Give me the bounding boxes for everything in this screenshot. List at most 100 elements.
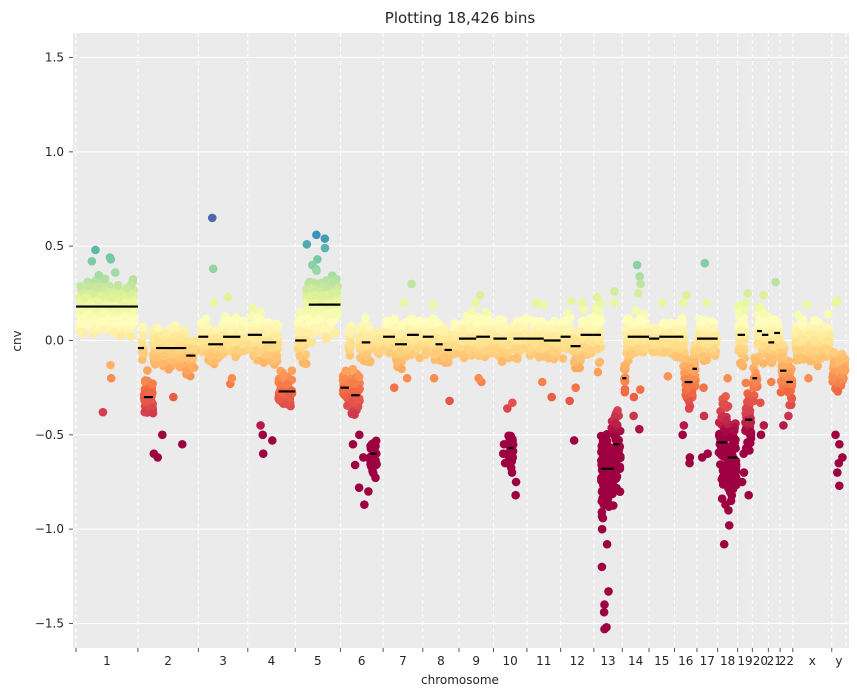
data-point <box>679 326 688 335</box>
data-point <box>127 332 136 341</box>
data-point <box>620 361 629 370</box>
data-point <box>777 377 786 386</box>
data-point <box>396 339 405 348</box>
data-point <box>369 469 378 478</box>
data-point <box>476 291 485 300</box>
data-point <box>756 398 765 407</box>
data-point <box>730 426 739 435</box>
data-point <box>151 353 160 362</box>
data-point <box>395 347 404 356</box>
data-point <box>197 327 206 336</box>
data-point <box>598 525 607 534</box>
data-point <box>499 449 508 458</box>
data-point <box>329 277 338 286</box>
data-point <box>429 300 438 309</box>
data-point <box>139 349 148 358</box>
data-point <box>598 563 607 572</box>
data-point <box>742 404 751 413</box>
data-point <box>721 428 730 437</box>
data-point <box>738 478 747 487</box>
data-point <box>403 374 412 383</box>
data-point <box>506 432 515 441</box>
data-point <box>84 320 93 329</box>
data-point <box>167 339 176 348</box>
data-point <box>824 336 833 345</box>
data-point <box>798 335 807 344</box>
data-point <box>345 326 354 335</box>
data-point <box>210 298 219 307</box>
data-point <box>309 306 318 315</box>
data-point <box>658 298 667 307</box>
data-point <box>355 483 364 492</box>
data-point <box>517 335 526 344</box>
data-point <box>631 307 640 316</box>
data-point <box>610 298 619 307</box>
data-point <box>700 412 709 421</box>
data-point <box>598 440 607 449</box>
data-point <box>663 321 672 330</box>
data-point <box>593 293 602 302</box>
data-point <box>633 261 642 270</box>
data-point <box>720 540 729 549</box>
data-point <box>784 388 793 397</box>
data-point <box>613 472 622 481</box>
data-point <box>159 359 168 368</box>
data-point <box>604 587 613 596</box>
data-point <box>753 340 762 349</box>
data-point <box>594 307 603 316</box>
data-point <box>738 345 747 354</box>
data-point <box>265 336 274 345</box>
data-point <box>767 378 776 387</box>
data-point <box>208 214 217 223</box>
data-point <box>685 404 694 413</box>
data-point <box>450 341 459 350</box>
data-point <box>760 421 769 430</box>
data-point <box>92 283 101 292</box>
data-point <box>139 331 148 340</box>
data-point <box>592 315 601 324</box>
data-point <box>493 333 502 342</box>
data-point <box>584 345 593 354</box>
data-point <box>321 234 330 243</box>
data-point <box>106 361 115 370</box>
data-point <box>237 326 246 335</box>
data-point <box>785 373 794 382</box>
data-point <box>272 353 281 362</box>
data-point <box>731 436 740 445</box>
data-point <box>760 309 769 318</box>
data-point <box>400 298 409 307</box>
data-point <box>318 291 327 300</box>
data-point <box>114 281 123 290</box>
data-point <box>598 508 607 517</box>
data-point <box>107 255 116 264</box>
data-point <box>679 298 688 307</box>
data-point <box>153 323 162 332</box>
data-point <box>459 351 468 360</box>
data-point <box>676 354 685 363</box>
data-point <box>346 341 355 350</box>
data-point <box>350 380 359 389</box>
data-point <box>99 326 108 335</box>
data-point <box>570 436 579 445</box>
data-point <box>596 358 605 367</box>
data-point <box>349 440 358 449</box>
data-point <box>284 392 293 401</box>
data-point <box>76 307 85 316</box>
data-point <box>153 453 162 462</box>
data-point <box>328 289 337 298</box>
data-point <box>364 487 373 496</box>
data-point <box>390 383 399 392</box>
data-point <box>350 410 359 419</box>
data-point <box>686 453 695 462</box>
data-point <box>725 468 734 477</box>
data-point <box>312 231 321 240</box>
data-point <box>391 314 400 323</box>
data-point <box>703 449 712 458</box>
data-point <box>779 340 788 349</box>
data-point <box>303 240 312 249</box>
data-point <box>504 341 513 350</box>
data-point <box>636 385 645 394</box>
data-point <box>613 446 622 455</box>
data-point <box>295 352 304 361</box>
data-point <box>311 323 320 332</box>
